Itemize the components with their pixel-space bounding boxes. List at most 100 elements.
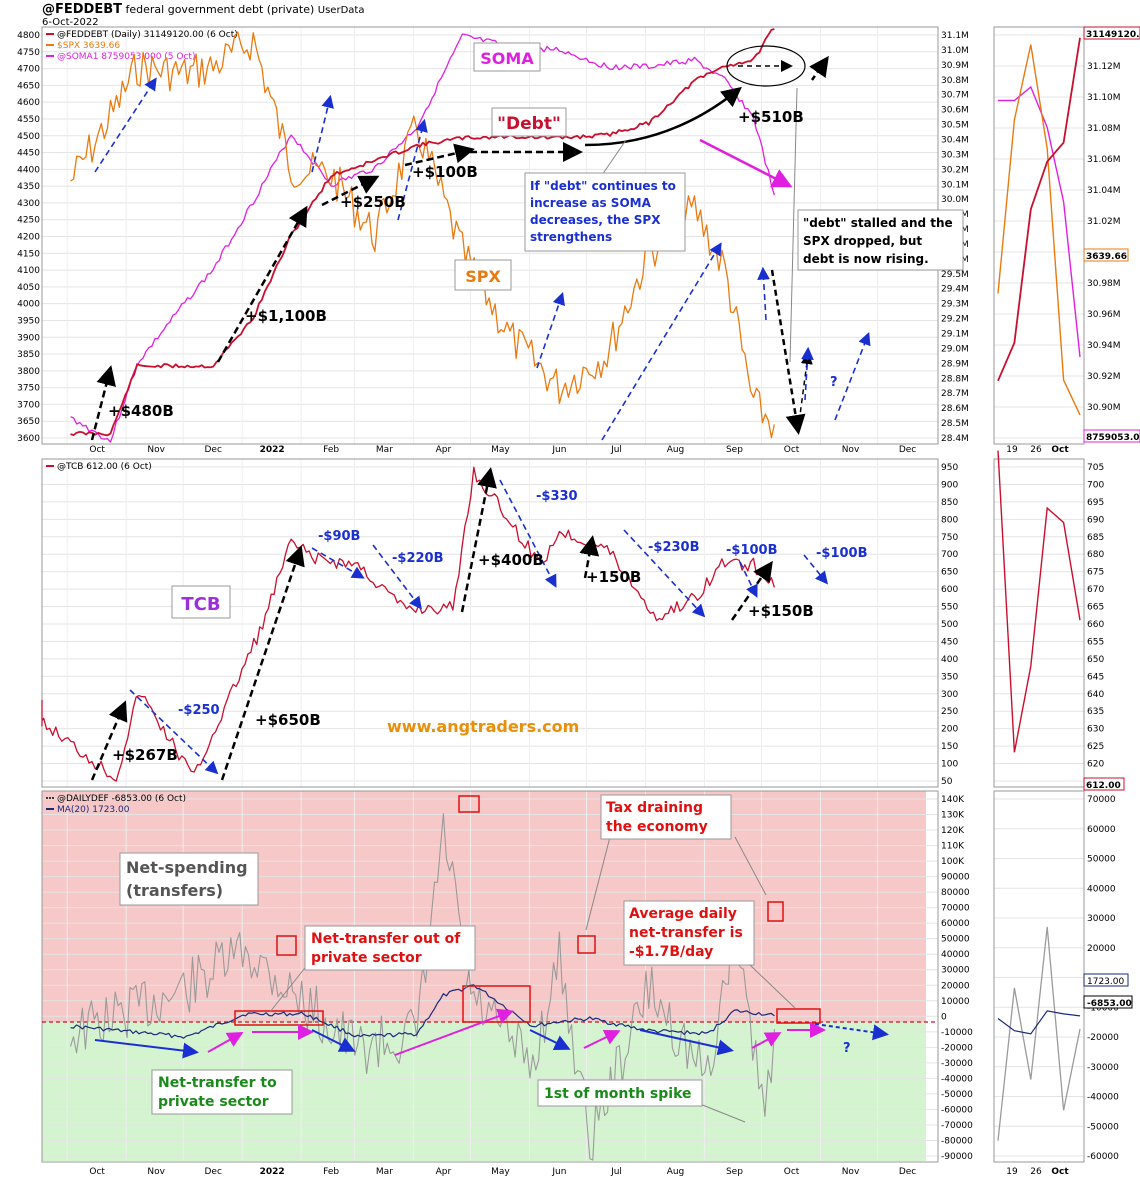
p1-left-tick: 3600 bbox=[17, 434, 40, 444]
legend-dailydef: @DAILYDEF -6853.00 (6 Oct) bbox=[57, 794, 186, 804]
blue-arrow-p3-4 bbox=[639, 1029, 734, 1056]
x-tick-label: Mar bbox=[376, 445, 393, 455]
p1-right-tick: 28.8M bbox=[941, 374, 969, 384]
p2-right-tick: 350 bbox=[941, 672, 958, 682]
x-tick-label: Jun bbox=[551, 1167, 566, 1177]
arrow-1100b bbox=[216, 205, 308, 363]
label-480b: +$480B bbox=[108, 402, 174, 420]
p1-right-tick: 29.1M bbox=[941, 330, 969, 340]
z2-tick: 675 bbox=[1087, 568, 1104, 578]
x-tick-label: Aug bbox=[667, 1167, 685, 1177]
z2-tick: 625 bbox=[1087, 742, 1104, 752]
website-label: www.angtraders.com bbox=[387, 717, 579, 736]
p1-right-tick: 29.0M bbox=[941, 344, 969, 354]
soma-label-box bbox=[473, 42, 541, 72]
series-description: federal government debt (private) bbox=[125, 3, 315, 16]
z3-tick: -40000 bbox=[1087, 1093, 1119, 1103]
p2-right-tick: 150 bbox=[941, 742, 958, 752]
x-tick-label: Dec bbox=[899, 445, 916, 455]
zoom-x-tick-label: Oct bbox=[1051, 1167, 1069, 1177]
legend-spx: $SPX 3639.66 bbox=[57, 41, 120, 51]
label-question-1: ? bbox=[830, 375, 838, 390]
zoom-series-tcb bbox=[997, 450, 1081, 753]
z2-tick: 695 bbox=[1087, 498, 1104, 508]
note1-box bbox=[524, 172, 686, 252]
z2-tick: 685 bbox=[1087, 533, 1104, 543]
blue-arrow-5 bbox=[601, 242, 722, 441]
x-tick-label: Jul bbox=[610, 445, 622, 455]
x-tick-label: Feb bbox=[323, 1167, 339, 1177]
spike-pointer bbox=[699, 1103, 746, 1123]
p3-right-tick: 30000 bbox=[941, 966, 970, 976]
legend-soma: @SOMA1 8759053.000 (5 Oct) bbox=[57, 52, 195, 62]
blue-arrow-2 bbox=[311, 94, 334, 173]
label-250b: +$250B bbox=[340, 193, 406, 211]
p1-left-tick: 3700 bbox=[17, 400, 40, 410]
zoom-series-dailydef bbox=[997, 926, 1081, 1141]
note2-box bbox=[797, 209, 964, 271]
axis-ticks: 4800475047004650460045504500445044004350… bbox=[17, 31, 1120, 1162]
zoom-x-tick-label: 19 bbox=[1006, 445, 1018, 455]
p1-right-tick: 31.0M bbox=[941, 46, 969, 56]
note1-pointer bbox=[599, 139, 627, 179]
p1-left-tick: 3950 bbox=[17, 316, 40, 326]
p2-right-tick: 200 bbox=[941, 725, 958, 735]
legend-ma: MA(20) 1723.00 bbox=[57, 805, 130, 815]
arrow-267b bbox=[90, 700, 128, 781]
p1-right-tick: 30.8M bbox=[941, 76, 969, 86]
p1-left-tick: 4700 bbox=[17, 65, 40, 75]
x-tick-label: Oct bbox=[89, 445, 105, 455]
z2-tick: 665 bbox=[1087, 603, 1104, 613]
z2-tick: 630 bbox=[1087, 725, 1104, 735]
p2-right-tick: 950 bbox=[941, 463, 958, 473]
blue-arrow-p3-5 bbox=[814, 1023, 889, 1041]
mag-arrow-p3-1 bbox=[207, 1032, 244, 1053]
series-dailydef bbox=[69, 813, 775, 1161]
p1-right-tick: 30.3M bbox=[941, 150, 969, 160]
x-tick-label: Aug bbox=[667, 445, 685, 455]
x-tick-label: 2022 bbox=[260, 445, 285, 455]
arrow-m100a bbox=[739, 561, 758, 598]
p1-right-tick: 30.2M bbox=[941, 165, 969, 175]
x-tick-label: Oct bbox=[89, 1167, 105, 1177]
z2-tick: 650 bbox=[1087, 655, 1104, 665]
note2-pointer bbox=[789, 87, 798, 363]
label-question-2: ? bbox=[843, 1041, 851, 1056]
series-ma20 bbox=[70, 984, 775, 1039]
label-m220: -$220B bbox=[392, 551, 444, 566]
p1-right-tick: 29.2M bbox=[941, 315, 969, 325]
p1-right-tick: 29.5M bbox=[941, 270, 969, 280]
p1-left-tick: 4200 bbox=[17, 233, 40, 243]
z1-tick: 31.12M bbox=[1087, 62, 1121, 72]
spike-box bbox=[537, 1079, 703, 1107]
x-tick-label: Dec bbox=[899, 1167, 916, 1177]
magenta-arrow-soma bbox=[699, 138, 793, 188]
p3-right-tick: -70000 bbox=[941, 1121, 973, 1131]
mag-arrow-p3-5 bbox=[751, 1032, 782, 1049]
blue-arrow-3 bbox=[397, 118, 428, 221]
blue-arrow-p3-2 bbox=[311, 1029, 356, 1052]
p2-right-tick: 600 bbox=[941, 585, 958, 595]
p3-right-tick: -10000 bbox=[941, 1028, 973, 1038]
blue-arrow-8 bbox=[834, 332, 871, 421]
z3-tick: -20000 bbox=[1087, 1033, 1119, 1043]
zoom1-frame bbox=[993, 26, 1085, 445]
arrow-480b bbox=[90, 365, 116, 441]
zoom1-badge-spx: 3639.66 bbox=[1086, 252, 1127, 262]
zoom-series-spx bbox=[997, 44, 1081, 416]
label-m100a: -$100B bbox=[726, 543, 778, 558]
p3-right-tick: -40000 bbox=[941, 1074, 973, 1084]
p3-right-tick: -50000 bbox=[941, 1090, 973, 1100]
z1-tick: 31.10M bbox=[1087, 93, 1121, 103]
p1-right-tick: 28.6M bbox=[941, 404, 969, 414]
p3-right-tick: 70000 bbox=[941, 904, 970, 914]
panel2-frame bbox=[41, 458, 939, 788]
label-m100b: -$100B bbox=[816, 546, 868, 561]
p1-left-tick: 3750 bbox=[17, 384, 40, 394]
arrow-m220 bbox=[372, 544, 422, 610]
avg-line1: Average daily bbox=[629, 906, 737, 922]
z3-tick: -50000 bbox=[1087, 1122, 1119, 1132]
z2-tick: 700 bbox=[1087, 480, 1104, 490]
z3-tick: 20000 bbox=[1087, 944, 1116, 954]
legend-tcb: @TCB 612.00 (6 Oct) bbox=[57, 462, 152, 472]
